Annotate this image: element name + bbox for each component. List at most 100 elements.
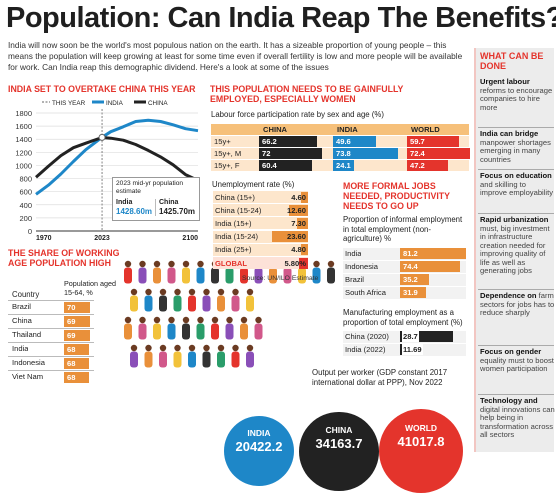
output-circle-china: CHINA 34163.7 bbox=[299, 411, 379, 491]
person-head bbox=[139, 260, 146, 268]
person-body bbox=[240, 323, 248, 340]
person-body bbox=[217, 351, 225, 368]
informal-category-label: South Africa bbox=[345, 288, 386, 297]
row-divider bbox=[8, 314, 94, 315]
informal-category-label: India bbox=[345, 249, 362, 258]
person-head bbox=[246, 288, 254, 296]
rail-divider bbox=[478, 394, 554, 395]
rail-item-text: manpower shortages emerging in many coun… bbox=[480, 137, 551, 164]
person-body bbox=[217, 295, 225, 312]
unemp-row-band bbox=[213, 191, 308, 203]
lfp-row-label: 15y+, M bbox=[214, 149, 242, 158]
manu-bar bbox=[400, 331, 453, 342]
youth-value-label: 70 bbox=[67, 303, 76, 312]
output-circle-world: WORLD 41017.8 bbox=[379, 409, 463, 493]
unemp-value-label: 23.60 bbox=[286, 232, 306, 242]
person-body bbox=[188, 295, 196, 312]
person-body bbox=[231, 295, 240, 312]
lfp-value-label: 59.7 bbox=[410, 137, 425, 146]
lfp-header-band bbox=[211, 124, 469, 135]
person-body bbox=[130, 351, 138, 368]
youth-col-country: Country bbox=[12, 290, 40, 299]
lfp-title: Labour force participation rate by sex a… bbox=[211, 110, 384, 119]
output-value: 41017.8 bbox=[397, 434, 445, 450]
lfp-col-header: CHINA bbox=[263, 125, 288, 134]
person-body bbox=[298, 267, 306, 284]
row-divider bbox=[8, 328, 94, 329]
lfp-bar bbox=[259, 148, 322, 159]
youth-country-label: Viet Nam bbox=[12, 372, 44, 381]
informal-title: Proportion of informal employment in tot… bbox=[343, 215, 463, 243]
row-divider bbox=[8, 356, 94, 357]
rail-item-text: reforms to encourage companies to hire m… bbox=[480, 85, 553, 112]
lfp-bar bbox=[259, 136, 317, 147]
informal-category-label: Indonesia bbox=[345, 262, 378, 271]
youth-value-label: 68 bbox=[67, 345, 76, 354]
informal-value-label: 74.4 bbox=[403, 262, 418, 271]
what-can-be-done-panel: WHAT CAN BE DONE Urgent labour reforms t… bbox=[474, 48, 555, 452]
y-tick-label: 0 bbox=[28, 227, 32, 236]
person-body bbox=[312, 267, 321, 284]
output-circle-india: INDIA 20422.2 bbox=[224, 416, 294, 487]
person-head bbox=[232, 344, 239, 352]
rail-item: Dependence on farm sectors for jobs has … bbox=[480, 291, 555, 318]
informal-bar bbox=[400, 248, 466, 259]
person-head bbox=[168, 316, 175, 324]
person-body bbox=[124, 267, 132, 284]
youth-country-label: Thailand bbox=[12, 330, 42, 339]
x-tick-label: 1970 bbox=[36, 235, 52, 242]
rail-divider bbox=[478, 289, 554, 290]
person-body bbox=[182, 267, 190, 284]
informal-bar bbox=[400, 261, 461, 272]
lfp-bar bbox=[407, 148, 471, 159]
callout-title: 2023 mid-yr population estimate bbox=[116, 180, 184, 195]
crowd-illustration bbox=[124, 260, 335, 368]
legend-this-year: THIS YEAR bbox=[52, 100, 86, 107]
youth-bar bbox=[64, 372, 90, 383]
youth-value-label: 69 bbox=[67, 331, 76, 340]
overtake-heading: INDIA SET TO OVERTAKE CHINA THIS YEAR bbox=[8, 84, 196, 94]
youth-country-label: Brazil bbox=[12, 302, 31, 311]
person-head bbox=[188, 288, 196, 296]
person-head bbox=[174, 288, 181, 296]
person-head bbox=[159, 344, 167, 352]
lfp-value-label: 72.4 bbox=[410, 149, 425, 158]
rail-item-lead: Focus on education bbox=[480, 171, 552, 180]
lfp-bar bbox=[407, 136, 460, 147]
person-body bbox=[159, 351, 167, 368]
person-body bbox=[130, 295, 138, 312]
person-head bbox=[226, 316, 233, 324]
lfp-col-header: INDIA bbox=[337, 125, 358, 134]
rail-divider bbox=[478, 213, 554, 214]
youth-bar bbox=[64, 358, 90, 369]
informal-bar bbox=[400, 274, 429, 285]
person-head bbox=[145, 288, 152, 296]
person-body bbox=[246, 351, 254, 368]
unemp-bar bbox=[296, 217, 308, 229]
youth-heading: THE SHARE OF WORKING AGE POPULATION HIGH bbox=[8, 248, 120, 268]
legend-india: INDIA bbox=[106, 100, 124, 107]
person-body bbox=[188, 351, 196, 368]
output-title: Output per worker (GDP constant 2017 int… bbox=[312, 368, 448, 387]
person-head bbox=[153, 316, 161, 324]
person-body bbox=[225, 323, 234, 340]
person-body bbox=[269, 267, 277, 284]
x-tick-label: 2023 bbox=[94, 235, 110, 242]
person-head bbox=[139, 316, 146, 324]
person-body bbox=[254, 267, 263, 284]
unemp-value-label: 7.30 bbox=[291, 218, 306, 228]
rail-item-text: equality must to boost women participati… bbox=[480, 355, 554, 373]
person-body bbox=[138, 323, 147, 340]
legend-china: CHINA bbox=[148, 100, 168, 107]
person-body bbox=[159, 295, 167, 312]
person-head bbox=[174, 344, 181, 352]
rail-item-text: farm sectors for jobs has to reduce shar… bbox=[480, 291, 555, 317]
person-body bbox=[283, 267, 292, 284]
lfp-bar bbox=[333, 160, 355, 171]
unemp-row-band bbox=[213, 204, 308, 217]
y-tick-label: 600 bbox=[19, 188, 32, 197]
intro-text: India will now soon be the world's most … bbox=[8, 40, 463, 72]
person-head bbox=[240, 316, 248, 324]
person-body bbox=[138, 267, 147, 284]
youth-bar bbox=[64, 316, 90, 327]
